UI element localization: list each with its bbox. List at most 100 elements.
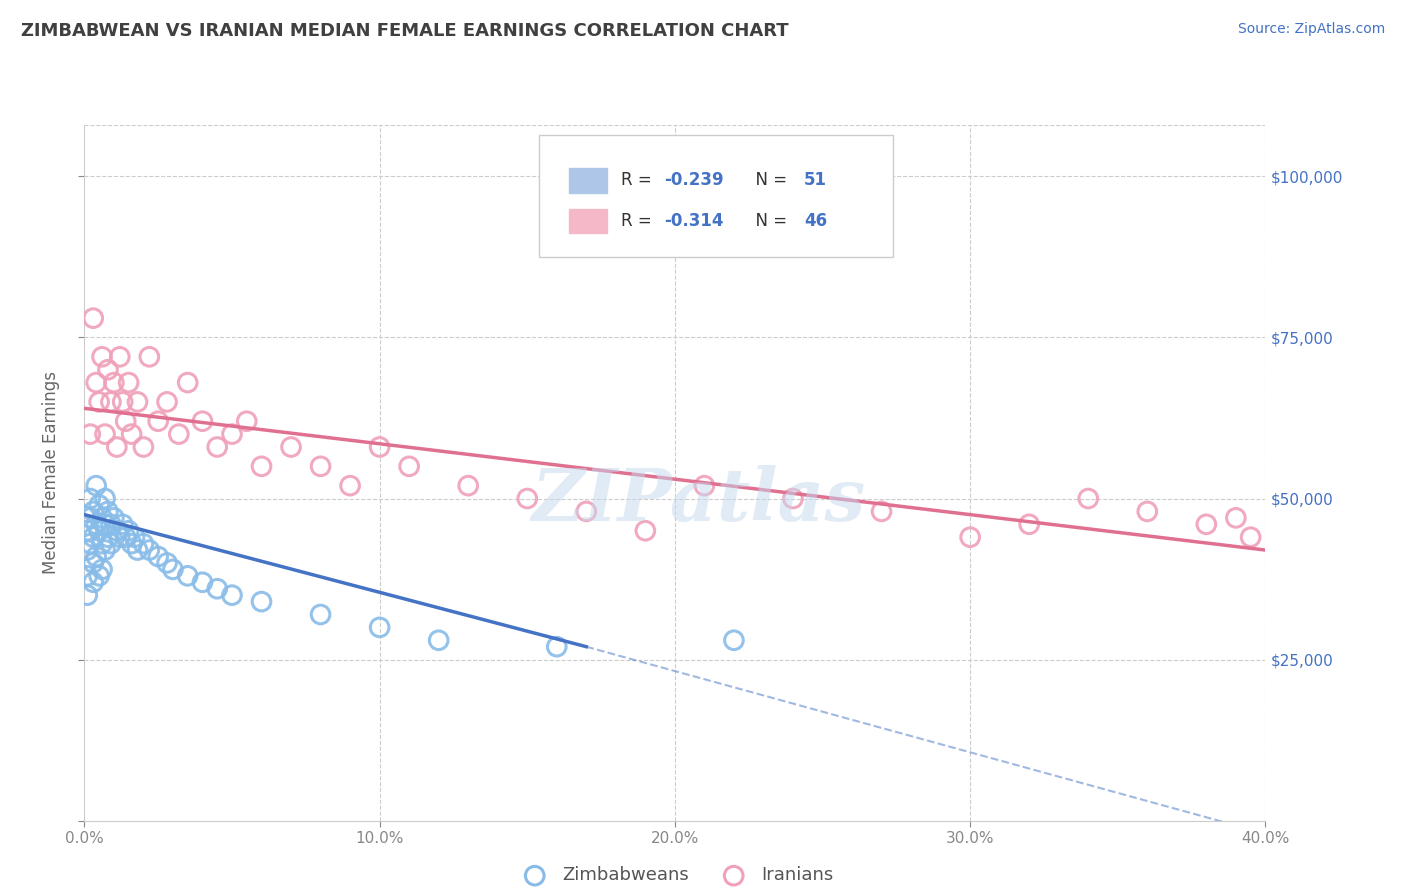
FancyBboxPatch shape bbox=[538, 136, 893, 257]
Point bbox=[177, 376, 200, 390]
Point bbox=[105, 524, 128, 538]
Point bbox=[124, 530, 146, 544]
Point bbox=[76, 588, 98, 602]
Point bbox=[132, 536, 155, 550]
Y-axis label: Median Female Earnings: Median Female Earnings bbox=[42, 371, 60, 574]
Point bbox=[177, 569, 200, 583]
Point bbox=[250, 594, 273, 608]
Point bbox=[111, 395, 134, 409]
Text: R =: R = bbox=[621, 212, 657, 230]
Point bbox=[89, 395, 111, 409]
Point bbox=[76, 524, 98, 538]
Point bbox=[1195, 517, 1218, 532]
Point bbox=[94, 427, 117, 442]
Point bbox=[91, 350, 114, 364]
Point bbox=[205, 582, 228, 596]
Point bbox=[221, 588, 243, 602]
Point bbox=[339, 478, 361, 492]
Point bbox=[156, 556, 179, 570]
Point bbox=[132, 440, 155, 454]
Point bbox=[368, 620, 391, 634]
Point bbox=[127, 395, 149, 409]
Bar bbox=[568, 209, 607, 234]
Point bbox=[1077, 491, 1099, 506]
Point bbox=[89, 498, 111, 512]
Point bbox=[82, 530, 104, 544]
Point bbox=[782, 491, 804, 506]
Point bbox=[111, 517, 134, 532]
Point bbox=[236, 414, 259, 428]
Point bbox=[94, 491, 117, 506]
Point bbox=[84, 517, 107, 532]
Point bbox=[91, 511, 114, 525]
Point bbox=[103, 511, 125, 525]
Point bbox=[118, 376, 141, 390]
Point bbox=[108, 530, 131, 544]
Point bbox=[959, 530, 981, 544]
Point bbox=[82, 575, 104, 590]
Point bbox=[79, 427, 101, 442]
Point bbox=[398, 459, 420, 474]
Text: ZIPatlas: ZIPatlas bbox=[531, 465, 866, 536]
Point bbox=[546, 640, 568, 654]
Point bbox=[100, 536, 122, 550]
Point bbox=[79, 511, 101, 525]
Point bbox=[108, 350, 131, 364]
Point bbox=[89, 524, 111, 538]
Point bbox=[693, 478, 716, 492]
Point bbox=[575, 504, 598, 518]
Point bbox=[723, 633, 745, 648]
Legend: Zimbabweans, Iranians: Zimbabweans, Iranians bbox=[509, 859, 841, 892]
Point bbox=[162, 562, 184, 576]
Point bbox=[100, 395, 122, 409]
Point bbox=[97, 362, 120, 376]
Point bbox=[167, 427, 190, 442]
Point bbox=[103, 376, 125, 390]
Point bbox=[1225, 511, 1247, 525]
Point bbox=[82, 311, 104, 326]
Point bbox=[84, 376, 107, 390]
Point bbox=[84, 549, 107, 564]
Bar bbox=[568, 168, 607, 193]
Point bbox=[121, 427, 143, 442]
Point bbox=[368, 440, 391, 454]
Text: 51: 51 bbox=[804, 171, 827, 189]
Point bbox=[634, 524, 657, 538]
Point bbox=[138, 543, 160, 558]
Point bbox=[97, 504, 120, 518]
Point bbox=[127, 543, 149, 558]
Point bbox=[100, 517, 122, 532]
Text: R =: R = bbox=[621, 171, 657, 189]
Text: N =: N = bbox=[745, 212, 793, 230]
Point bbox=[309, 459, 332, 474]
Point bbox=[97, 530, 120, 544]
Point bbox=[76, 569, 98, 583]
Point bbox=[309, 607, 332, 622]
Point bbox=[148, 414, 170, 428]
Point bbox=[91, 562, 114, 576]
Text: ZIMBABWEAN VS IRANIAN MEDIAN FEMALE EARNINGS CORRELATION CHART: ZIMBABWEAN VS IRANIAN MEDIAN FEMALE EARN… bbox=[21, 22, 789, 40]
Point bbox=[94, 517, 117, 532]
Text: N =: N = bbox=[745, 171, 793, 189]
Point bbox=[250, 459, 273, 474]
Point bbox=[191, 414, 214, 428]
Point bbox=[205, 440, 228, 454]
Point bbox=[427, 633, 450, 648]
Point bbox=[1240, 530, 1263, 544]
Point bbox=[148, 549, 170, 564]
Point bbox=[516, 491, 538, 506]
Point bbox=[280, 440, 302, 454]
Point bbox=[1018, 517, 1040, 532]
Point bbox=[82, 504, 104, 518]
Point bbox=[91, 536, 114, 550]
Point bbox=[121, 536, 143, 550]
Point bbox=[84, 478, 107, 492]
Point bbox=[1136, 504, 1159, 518]
Point bbox=[114, 414, 136, 428]
Point bbox=[79, 491, 101, 506]
Point bbox=[89, 569, 111, 583]
Text: -0.314: -0.314 bbox=[664, 212, 723, 230]
Text: -0.239: -0.239 bbox=[664, 171, 723, 189]
Point bbox=[76, 543, 98, 558]
Point bbox=[138, 350, 160, 364]
